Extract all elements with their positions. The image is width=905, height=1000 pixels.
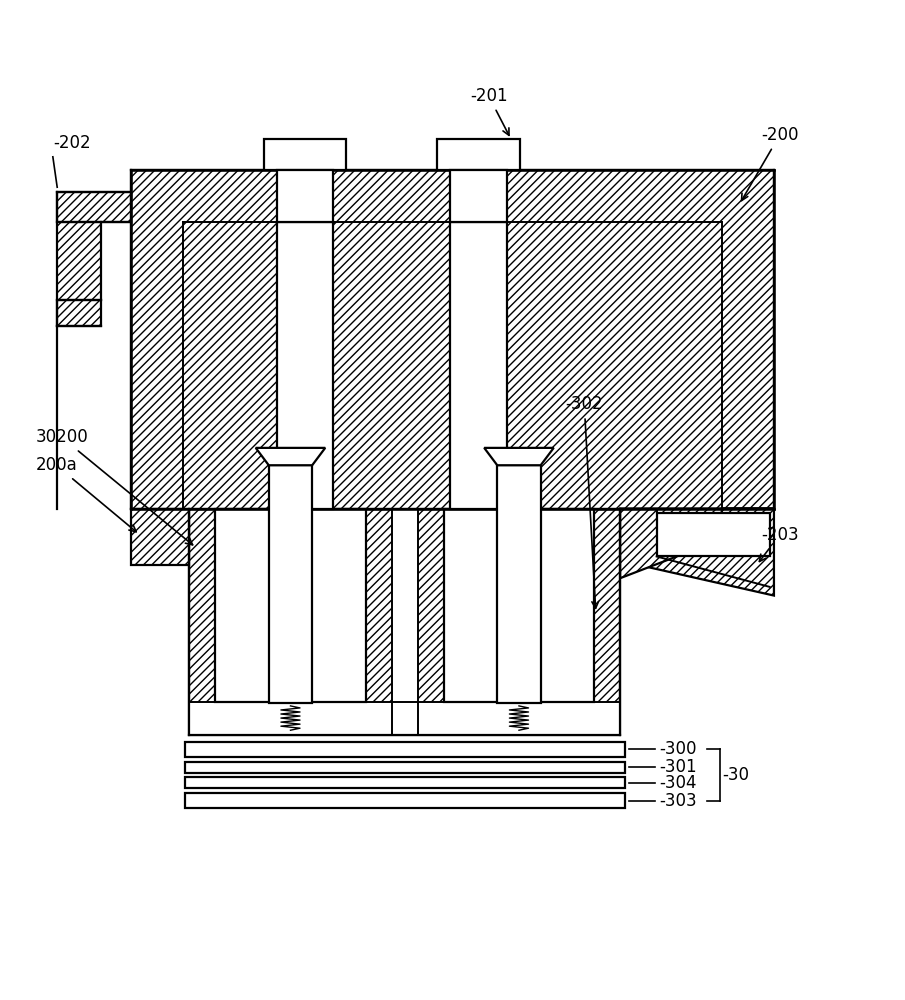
Text: -202: -202 [52,134,90,152]
Text: -201: -201 [470,87,509,135]
Text: -203: -203 [759,526,798,561]
Bar [57,222,100,326]
Text: -303: -303 [659,792,697,810]
Bar [131,170,774,509]
Bar [277,170,333,222]
Bar [185,777,624,788]
Bar [333,222,451,509]
Polygon shape [620,509,774,596]
Bar [57,300,100,326]
Bar [497,465,540,703]
Bar [131,170,774,509]
Bar [215,509,366,702]
Bar [185,793,624,808]
Bar [451,170,507,222]
Bar [183,222,722,509]
Polygon shape [620,509,774,578]
Text: -304: -304 [659,774,697,792]
Bar [183,222,277,509]
Bar [183,222,277,509]
Bar [189,702,620,735]
Polygon shape [131,509,189,565]
Text: 200a: 200a [35,456,136,532]
Text: -300: -300 [659,740,697,758]
Text: -301: -301 [659,758,697,776]
Bar [392,509,418,735]
Bar [189,509,620,735]
Polygon shape [484,448,554,465]
Bar [57,192,131,222]
Bar [185,762,624,773]
Bar [451,222,507,509]
Bar [507,222,722,509]
Bar [443,509,594,702]
Bar [269,465,312,703]
Bar [189,509,620,735]
Bar [657,513,769,556]
Bar [333,222,451,509]
Bar [57,300,100,326]
Bar [263,139,346,170]
Bar [277,222,333,509]
Polygon shape [256,448,325,465]
Text: -302: -302 [566,395,603,608]
Bar [185,742,624,757]
Bar [57,222,100,326]
Text: 30200: 30200 [35,428,193,545]
Bar [57,192,131,222]
Bar [507,222,722,509]
Text: -30: -30 [723,766,749,784]
Bar [437,139,519,170]
Text: -200: -200 [741,126,798,201]
